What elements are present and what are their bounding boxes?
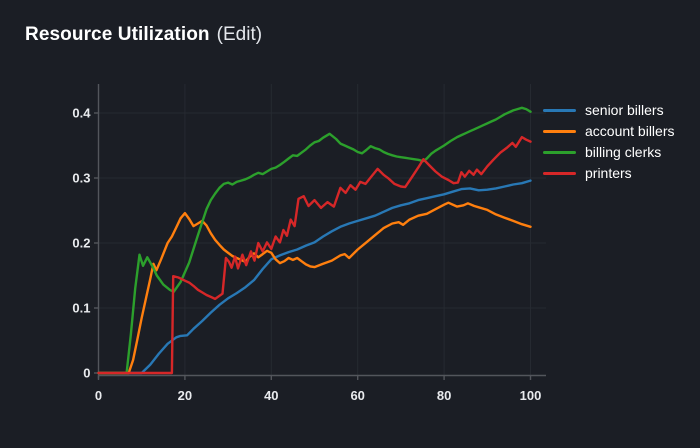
y-tick-label: 0.4 (72, 106, 91, 121)
x-tick-label: 100 (520, 388, 542, 403)
x-tick-label: 0 (95, 388, 102, 403)
legend: senior billers account billers billing c… (543, 102, 675, 181)
legend-item-printers[interactable]: printers (543, 165, 675, 181)
legend-swatch (543, 129, 576, 133)
y-tick-label: 0 (83, 366, 90, 381)
x-tick-label: 80 (437, 388, 451, 403)
x-tick-label: 40 (264, 388, 278, 403)
legend-item-senior-billers[interactable]: senior billers (543, 102, 675, 118)
page-title: Resource Utilization (25, 24, 210, 45)
legend-swatch (543, 171, 576, 175)
legend-label: senior billers (585, 102, 664, 118)
legend-label: printers (585, 165, 632, 181)
legend-label: account billers (585, 123, 675, 139)
legend-item-account-billers[interactable]: account billers (543, 123, 675, 139)
x-tick-label: 60 (350, 388, 364, 403)
series-line-printers[interactable] (97, 135, 532, 375)
y-tick-label: 0.1 (72, 301, 90, 316)
legend-item-billing-clerks[interactable]: billing clerks (543, 144, 675, 160)
series-line-account-billers[interactable] (97, 201, 532, 375)
legend-swatch (543, 108, 576, 112)
series-line-billing-clerks[interactable] (97, 106, 532, 375)
x-tick-label: 20 (178, 388, 192, 403)
series-line-senior-billers[interactable] (97, 179, 532, 375)
edit-link[interactable]: (Edit) (216, 24, 263, 45)
chart-header: Resource Utilization (Edit) (25, 24, 262, 46)
y-tick-label: 0.3 (72, 171, 90, 186)
y-tick-label: 0.2 (72, 236, 90, 251)
legend-swatch (543, 150, 576, 154)
legend-label: billing clerks (585, 144, 662, 160)
